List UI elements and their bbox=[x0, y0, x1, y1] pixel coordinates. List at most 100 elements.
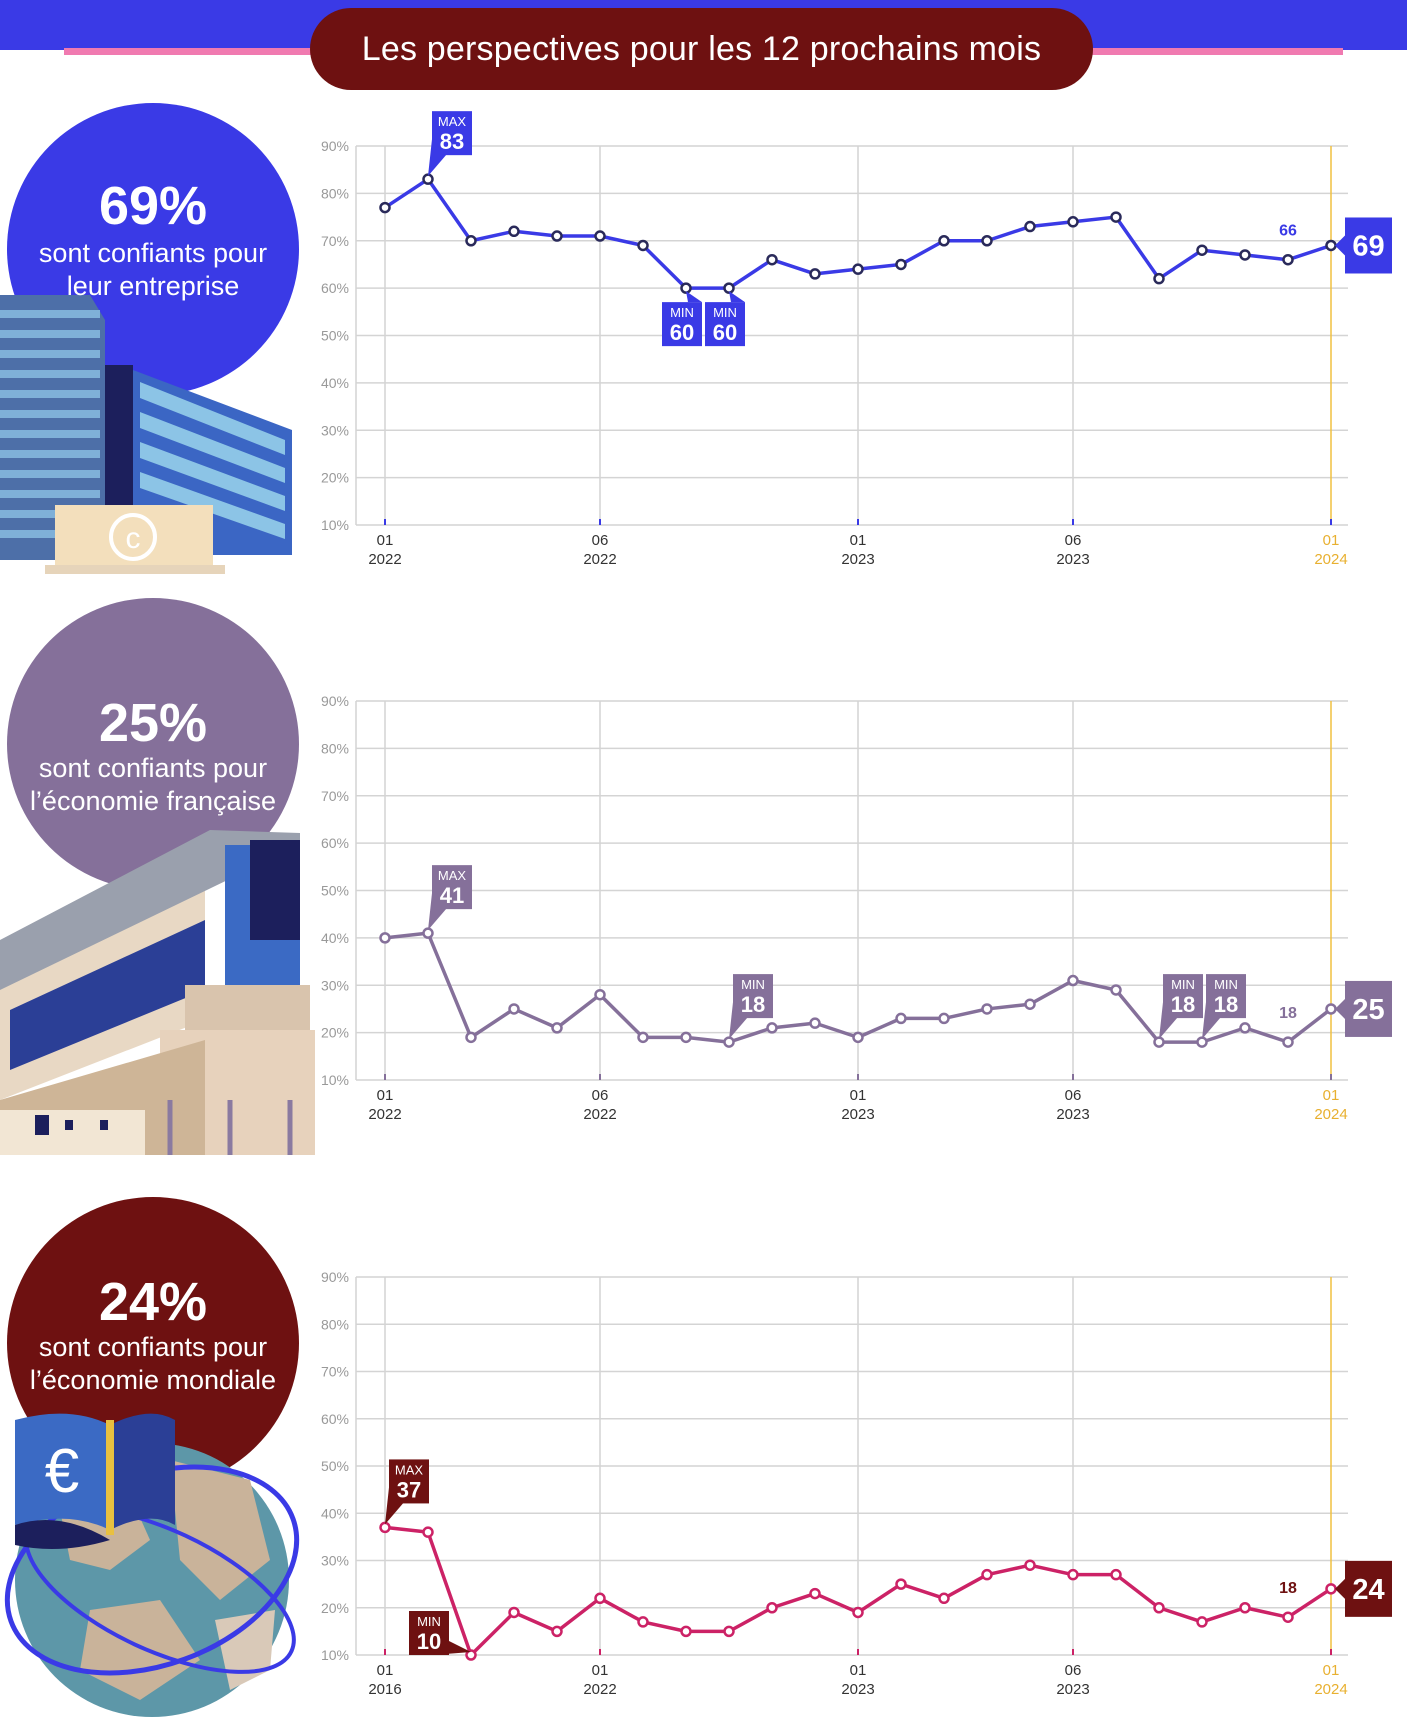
data-point bbox=[637, 239, 649, 252]
previous-value-label: 18 bbox=[1279, 1580, 1297, 1597]
y-tick-label: 50% bbox=[321, 883, 349, 899]
marker-pointer bbox=[686, 291, 702, 303]
last-value-label: 24 bbox=[1352, 1574, 1384, 1606]
data-point bbox=[1239, 1602, 1251, 1614]
data-point bbox=[1024, 998, 1036, 1010]
data-point bbox=[508, 1606, 520, 1619]
kpi-line-1: sont confiants pour bbox=[38, 753, 268, 783]
data-point bbox=[1153, 1602, 1165, 1614]
x-tick-month: 01 bbox=[1323, 1662, 1340, 1679]
marker-value: 10 bbox=[417, 1629, 441, 1654]
data-point bbox=[680, 1031, 692, 1044]
data-point bbox=[1239, 1022, 1251, 1034]
x-tick-year: 2023 bbox=[1056, 551, 1089, 568]
data-point bbox=[1067, 974, 1079, 987]
data-point bbox=[1282, 1611, 1294, 1623]
last-value-label: 25 bbox=[1352, 994, 1384, 1026]
y-tick-label: 10% bbox=[321, 517, 349, 533]
data-point bbox=[938, 1012, 950, 1025]
y-tick-label: 80% bbox=[321, 740, 349, 756]
data-point bbox=[422, 1526, 434, 1538]
data-point bbox=[1196, 1036, 1208, 1048]
data-point bbox=[723, 282, 735, 294]
marker-pointer bbox=[729, 291, 745, 303]
x-tick-month: 06 bbox=[592, 1087, 609, 1104]
data-point bbox=[1110, 1568, 1122, 1581]
marker-pointer bbox=[385, 1487, 403, 1525]
marker-kind: MAX bbox=[395, 1462, 424, 1477]
data-point bbox=[1196, 1616, 1208, 1628]
x-tick-month: 06 bbox=[1065, 532, 1082, 549]
data-point bbox=[551, 230, 563, 242]
y-tick-label: 90% bbox=[321, 1269, 349, 1285]
y-tick-label: 80% bbox=[321, 185, 349, 201]
data-point bbox=[1196, 244, 1208, 256]
marker-value: 41 bbox=[440, 883, 464, 908]
marker-kind: MIN bbox=[1214, 977, 1238, 992]
x-tick-month: 01 bbox=[850, 1662, 867, 1679]
data-point bbox=[422, 173, 434, 185]
data-point bbox=[551, 1022, 563, 1034]
kpi-line-1: sont confiants pour bbox=[38, 238, 268, 268]
x-tick-year: 2024 bbox=[1314, 551, 1347, 568]
marker-kind: MIN bbox=[1171, 977, 1195, 992]
y-tick-label: 60% bbox=[321, 835, 349, 851]
y-tick-label: 50% bbox=[321, 328, 349, 344]
marker-pointer bbox=[1202, 1002, 1220, 1040]
data-point bbox=[895, 1012, 907, 1025]
y-tick-label: 40% bbox=[321, 1505, 349, 1521]
kpi-line-2: leur entreprise bbox=[66, 271, 240, 301]
last-value-pointer bbox=[1335, 998, 1345, 1019]
marker-pointer bbox=[433, 1641, 471, 1655]
marker-pointer bbox=[729, 1002, 747, 1040]
data-point bbox=[1153, 272, 1165, 285]
data-point bbox=[465, 1031, 477, 1044]
last-value-box bbox=[1345, 1560, 1392, 1617]
marker-kind: MIN bbox=[741, 977, 765, 992]
marker-value: 18 bbox=[1171, 992, 1195, 1017]
data-point bbox=[852, 1031, 864, 1044]
x-tick-year: 2023 bbox=[1056, 1106, 1089, 1123]
data-point bbox=[809, 268, 821, 280]
marker-pointer bbox=[428, 893, 446, 931]
data-point bbox=[465, 1649, 477, 1661]
last-value-label: 69 bbox=[1352, 230, 1384, 262]
data-point bbox=[938, 235, 950, 247]
ministry-building-illustration bbox=[0, 830, 315, 1155]
y-tick-label: 10% bbox=[321, 1647, 349, 1663]
y-tick-label: 20% bbox=[321, 470, 349, 486]
kpi-line-2: l’économie mondiale bbox=[29, 1365, 277, 1395]
x-tick-month: 01 bbox=[1323, 1087, 1340, 1104]
kpi-entreprise: 69% sont confiants pour leur entreprise bbox=[21, 117, 285, 381]
y-tick-label: 60% bbox=[321, 280, 349, 296]
x-tick-month: 01 bbox=[592, 1662, 609, 1679]
marker-kind: MAX bbox=[438, 114, 467, 129]
data-point bbox=[766, 1602, 778, 1614]
data-point bbox=[1024, 1559, 1036, 1571]
x-tick-year: 2024 bbox=[1314, 1681, 1347, 1698]
data-point bbox=[637, 1616, 649, 1628]
last-value-box bbox=[1345, 217, 1392, 274]
data-point bbox=[508, 1003, 520, 1015]
data-point bbox=[1067, 1568, 1079, 1581]
data-point bbox=[981, 1003, 993, 1015]
last-value-pointer bbox=[1335, 1578, 1345, 1599]
data-point bbox=[465, 235, 477, 247]
x-tick-year: 2022 bbox=[583, 1106, 616, 1123]
data-point bbox=[422, 927, 434, 939]
x-tick-month: 01 bbox=[377, 1662, 394, 1679]
last-value-pointer bbox=[1335, 235, 1345, 256]
kpi-percent: 25% bbox=[98, 693, 208, 753]
marker-value: 18 bbox=[1214, 992, 1238, 1017]
section-2-circle bbox=[7, 598, 299, 890]
marker-pointer bbox=[1159, 1002, 1177, 1040]
data-point bbox=[1067, 216, 1079, 228]
